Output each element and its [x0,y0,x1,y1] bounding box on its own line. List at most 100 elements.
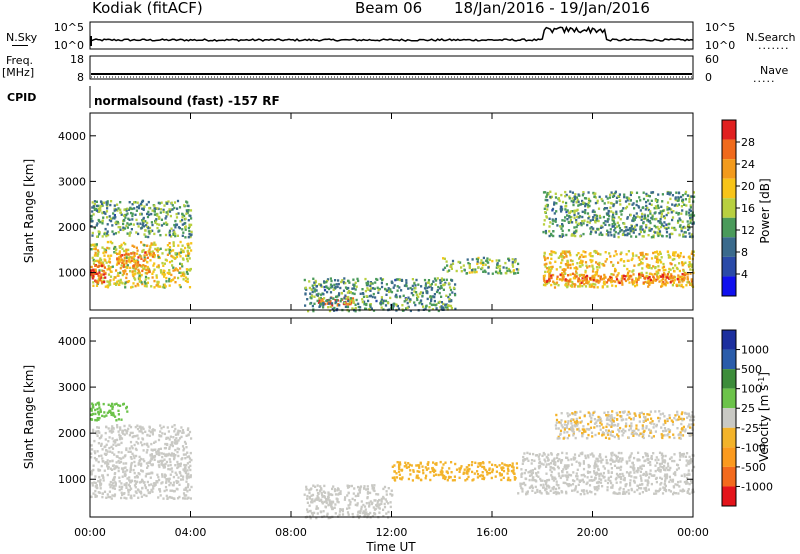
heatmap-cell [95,284,99,287]
heatmap-cell [606,285,609,288]
heatmap-cell [655,273,658,276]
heatmap-cell [660,256,663,259]
heatmap-cell [435,462,438,465]
heatmap-cell [661,282,664,285]
heatmap-cell [180,248,183,251]
heatmap-cell [113,204,116,207]
heatmap-cell [122,226,125,229]
heatmap-cell [181,218,184,222]
heatmap-cell [171,443,174,446]
heatmap-cell [452,286,456,290]
heatmap-cell [446,471,449,475]
heatmap-cell [369,500,372,503]
heatmap-cell [151,229,154,232]
heatmap-cell [690,213,693,216]
heatmap-cell [609,228,612,231]
heatmap-cell [140,427,143,431]
heatmap-cell [687,264,690,267]
heatmap-cell [100,444,103,447]
freq-label: Freq. [6,54,34,67]
heatmap-cell [599,226,603,229]
heatmap-cell [156,207,159,210]
heatmap-cell [159,494,162,497]
heatmap-cell [511,261,514,264]
heatmap-cell [550,452,553,455]
heatmap-cell [632,219,635,223]
heatmap-cell [127,217,130,220]
heatmap-cell [349,302,352,306]
heatmap-cell [560,210,563,213]
heatmap-cell [177,480,180,483]
heatmap-cell [597,487,600,490]
heatmap-cell [93,450,96,453]
heatmap-cell [371,501,374,504]
heatmap-cell [543,254,546,258]
heatmap-cell [140,495,143,498]
heatmap-cell [319,296,322,300]
heatmap-cell [131,431,134,435]
heatmap-cell [650,482,653,486]
heatmap-cell [91,234,94,237]
heatmap-cell [97,274,100,277]
heatmap-cell [142,225,145,228]
heatmap-cell [631,278,634,281]
heatmap-cell [406,306,409,309]
heatmap-cell [654,489,657,493]
heatmap-cell [118,283,121,286]
heatmap-cell [338,510,342,513]
heatmap-cell [162,497,165,500]
heatmap-cell [346,305,350,309]
heatmap-cell [657,277,660,280]
heatmap-cell [629,193,632,197]
heatmap-cell [188,225,191,228]
heatmap-cell [636,215,639,218]
heatmap-cell [629,199,632,202]
heatmap-cell [688,455,691,459]
heatmap-cell [110,497,113,500]
heatmap-cell [584,261,588,264]
heatmap-cell [520,486,523,490]
heatmap-cell [179,464,182,468]
heatmap-cell [379,301,383,305]
heatmap-cell [438,300,441,304]
heatmap-cell [178,437,182,440]
heatmap-cell [583,283,586,286]
heatmap-cell [94,403,97,406]
heatmap-cell [648,272,651,275]
heatmap-cell [619,486,622,490]
heatmap-cell [657,276,661,279]
heatmap-cell [608,196,611,199]
heatmap-cell [164,248,167,252]
heatmap-cell [422,471,425,475]
heatmap-cell [595,266,599,269]
heatmap-cell [125,429,128,433]
heatmap-cell [628,197,631,200]
heatmap-cell [165,460,169,464]
heatmap-cell [530,469,533,472]
heatmap-cell [655,250,659,253]
heatmap-cell [625,460,628,463]
heatmap-cell [617,261,620,264]
heatmap-cell [316,294,319,297]
heatmap-cell [428,309,431,313]
heatmap-cell [631,252,634,255]
heatmap-cell [646,266,649,269]
heatmap-cell [117,451,120,454]
heatmap-cell [575,253,578,257]
heatmap-cell [642,206,645,209]
heatmap-cell [574,234,577,238]
heatmap-cell [606,229,609,232]
heatmap-cell [172,232,175,235]
freq-panel-frame [89,55,694,80]
heatmap-cell [608,223,611,227]
heatmap-cell [140,281,143,284]
heatmap-cell [596,228,599,231]
heatmap-cell [581,273,584,277]
heatmap-cell [159,269,162,272]
heatmap-cell [587,465,590,469]
heatmap-cell [554,251,557,255]
heatmap-cell [558,278,561,281]
heatmap-cell [143,484,147,487]
heatmap-cell [476,465,480,468]
heatmap-cell [616,492,619,495]
